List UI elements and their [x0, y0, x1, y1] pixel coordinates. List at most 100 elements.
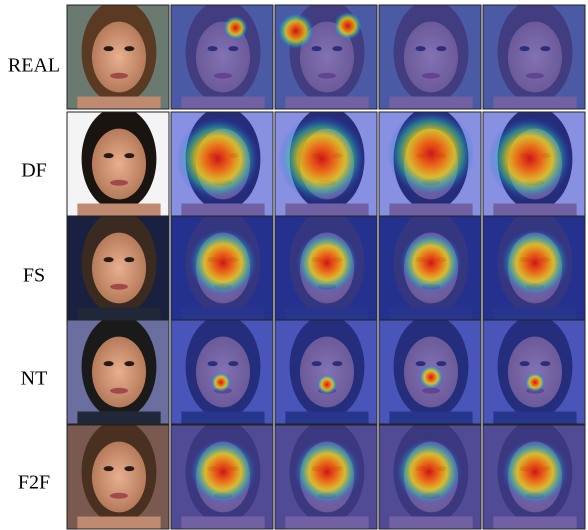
cell-border — [66, 424, 170, 530]
cell-border — [482, 319, 586, 425]
cell-content — [379, 425, 481, 529]
heat-blob — [488, 117, 572, 201]
image-cell — [274, 215, 378, 321]
blue-overlay — [171, 320, 273, 424]
heat-blob — [395, 438, 463, 506]
blue-overlay — [379, 5, 481, 109]
image-cell — [66, 424, 170, 530]
cell-content — [171, 425, 273, 529]
eye — [124, 46, 135, 52]
heat-blob — [501, 438, 569, 506]
heat-blob — [418, 364, 444, 390]
shoulders — [77, 96, 161, 109]
heat-blob — [176, 117, 260, 201]
eye — [103, 257, 114, 263]
cell-border — [378, 424, 482, 530]
heat-blob — [399, 231, 463, 294]
heat-blob — [524, 372, 546, 393]
image-cell — [274, 319, 378, 425]
row-label: FS — [23, 265, 45, 287]
image-cell — [378, 319, 482, 425]
face — [91, 21, 147, 93]
cell-border — [170, 424, 274, 530]
blue-overlay — [483, 320, 585, 424]
face — [91, 232, 147, 304]
heat-blob — [316, 374, 338, 395]
eye — [103, 466, 114, 472]
cell-content — [275, 112, 377, 216]
image-cell — [170, 424, 274, 530]
image-cell — [274, 111, 378, 217]
heat-blob — [500, 228, 570, 298]
image-cell — [66, 4, 170, 110]
heat-blob — [223, 15, 248, 41]
eye — [124, 361, 135, 367]
heat-blob — [189, 438, 257, 506]
eye — [103, 361, 114, 367]
image-cell — [482, 111, 586, 217]
cell-content — [483, 216, 585, 320]
eye — [124, 466, 135, 472]
heat-blob — [333, 11, 363, 41]
face — [91, 336, 147, 408]
cell-border — [378, 319, 482, 425]
cell-content — [275, 425, 377, 529]
blue-overlay — [275, 320, 377, 424]
cell-content — [379, 5, 481, 109]
mouth — [110, 72, 128, 79]
cell-content — [171, 5, 273, 109]
eye — [124, 153, 135, 159]
cell-border — [66, 4, 170, 110]
row-labels: REAL DF FS NT F2F — [8, 55, 60, 494]
cell-content — [171, 112, 273, 216]
cell-content — [483, 112, 585, 216]
cell-border — [274, 424, 378, 530]
cell-content — [171, 320, 273, 424]
eye — [103, 46, 114, 52]
cell-content — [275, 320, 377, 424]
image-cell — [482, 215, 586, 321]
cell-border — [378, 4, 482, 110]
mouth — [110, 492, 128, 499]
cell-content — [67, 320, 169, 424]
cell-content — [379, 112, 481, 216]
heat-blob — [293, 438, 361, 506]
image-cell — [170, 319, 274, 425]
cell-border — [170, 319, 274, 425]
cell-content — [483, 425, 585, 529]
image-cell — [66, 111, 170, 217]
mouth — [110, 387, 128, 394]
shoulders — [77, 411, 161, 424]
image-cell — [378, 111, 482, 217]
heat-blob — [210, 372, 232, 393]
image-grid — [66, 4, 586, 530]
cell-content — [275, 5, 377, 109]
cell-border — [274, 4, 378, 110]
cell-border — [482, 4, 586, 110]
image-cell — [274, 424, 378, 530]
cell-border — [482, 424, 586, 530]
shoulders — [77, 203, 161, 216]
eye — [103, 153, 114, 159]
cell-content — [483, 320, 585, 424]
cell-content — [483, 5, 585, 109]
row-label: NT — [21, 368, 48, 390]
image-cell — [274, 4, 378, 110]
cell-content — [67, 216, 169, 320]
image-cell — [66, 215, 170, 321]
image-cell — [482, 319, 586, 425]
blue-overlay — [483, 5, 585, 109]
shoulders — [77, 307, 161, 320]
cell-content — [379, 320, 481, 424]
blue-overlay — [171, 5, 273, 109]
image-cell — [170, 4, 274, 110]
mouth — [110, 283, 128, 290]
image-cell — [378, 215, 482, 321]
image-cell — [378, 424, 482, 530]
heat-blob — [295, 231, 359, 294]
cell-content — [171, 216, 273, 320]
image-cell — [482, 4, 586, 110]
image-cell — [170, 215, 274, 321]
row-label: REAL — [8, 55, 60, 77]
